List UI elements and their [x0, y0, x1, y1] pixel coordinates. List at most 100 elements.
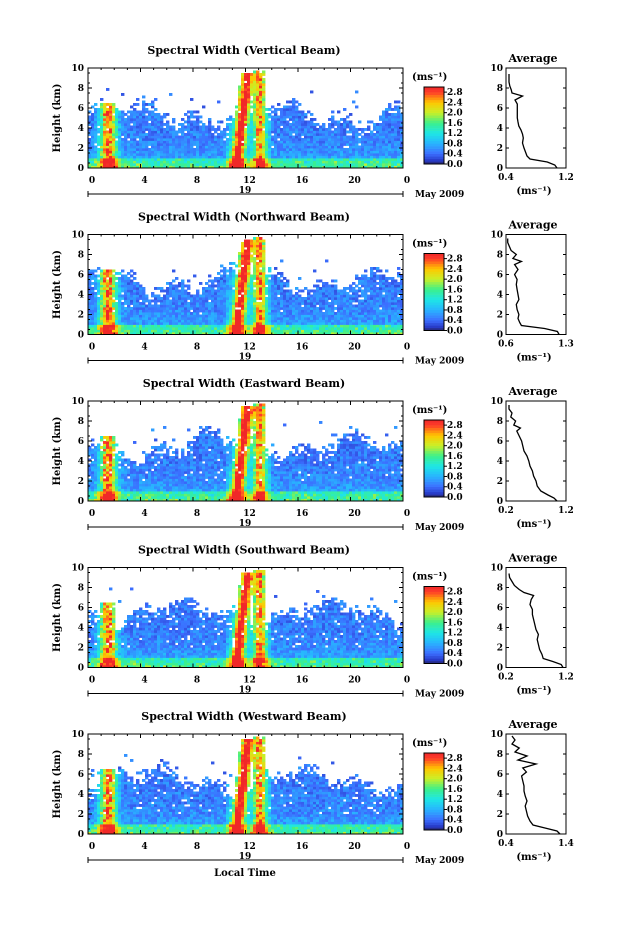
heatmap-cell [196, 130, 200, 134]
heatmap-cell [331, 125, 335, 129]
heatmap-cell [292, 108, 296, 111]
heatmap-cell [373, 294, 377, 298]
heatmap-cell [124, 123, 128, 126]
heatmap-cell [289, 110, 293, 114]
heatmap-cell [379, 299, 383, 303]
heatmap-cell [271, 118, 275, 121]
heatmap-cell [388, 118, 392, 121]
heatmap-cell [256, 73, 260, 76]
heatmap-cell [178, 128, 182, 131]
heatmap-cell [115, 120, 119, 124]
heatmap-cell [88, 130, 92, 134]
heatmap-cell [223, 294, 227, 298]
heatmap-cell [94, 332, 98, 335]
heatmap-cell [151, 150, 155, 154]
heatmap-cell [190, 148, 194, 151]
heatmap-cell [340, 153, 344, 156]
heatmap-cell [289, 292, 293, 295]
heatmap-cell [250, 242, 254, 245]
heatmap-cell [175, 140, 179, 144]
heatmap-cell [247, 138, 251, 141]
heatmap-cell [280, 317, 284, 320]
heatmap-cell [250, 329, 254, 333]
heatmap-cell [250, 304, 254, 308]
heatmap-cell [157, 135, 161, 139]
heatmap-cell [340, 312, 344, 315]
heatmap-cell [154, 294, 158, 298]
heatmap-cell [265, 150, 269, 154]
heatmap-cell [316, 284, 320, 288]
heatmap-cell [148, 118, 152, 121]
heatmap-cell [391, 307, 395, 310]
heatmap-cell [196, 125, 200, 129]
heatmap-cell [103, 289, 107, 293]
heatmap-cell [109, 118, 113, 121]
heatmap-cell [94, 165, 98, 169]
heatmap-cell [145, 110, 149, 114]
heatmap-cell [223, 284, 227, 288]
heatmap-cell [157, 287, 161, 290]
heatmap-cell [148, 324, 152, 328]
heatmap-cell [211, 160, 215, 164]
heatmap-cell [349, 113, 353, 116]
heatmap-cell [205, 307, 209, 310]
heatmap-cell [319, 317, 323, 320]
heatmap-cell [316, 324, 320, 328]
heatmap-cell [337, 145, 341, 149]
heatmap-cell [394, 327, 398, 330]
heatmap-cell [268, 120, 272, 124]
heatmap-cell [274, 155, 278, 159]
heatmap-cell [190, 327, 194, 330]
heatmap-cell [136, 113, 140, 116]
heatmap-cell [289, 115, 293, 119]
heatmap-cell [244, 138, 248, 141]
heatmap-cell [343, 108, 347, 111]
heatmap-cell [154, 113, 158, 116]
heatmap-cell [175, 145, 179, 149]
heatmap-cell [145, 103, 149, 106]
heatmap-cell [91, 327, 95, 330]
heatmap-cell [388, 115, 392, 119]
heatmap-cell [346, 312, 350, 315]
heatmap-cell [136, 294, 140, 298]
heatmap-cell [295, 100, 299, 104]
heatmap-cell [148, 155, 152, 159]
heatmap-cell [217, 294, 221, 298]
heatmap-cell [379, 329, 383, 333]
heatmap-cell [91, 302, 95, 305]
heatmap-cell [265, 302, 269, 305]
heatmap-cell [238, 120, 242, 124]
heatmap-cell [169, 155, 173, 159]
heatmap-cell [178, 155, 182, 159]
heatmap-cell [292, 302, 296, 305]
heatmap-cell [286, 294, 290, 298]
heatmap-cell [223, 145, 227, 149]
heatmap-cell [349, 138, 353, 141]
heatmap-cell [100, 297, 104, 300]
heatmap-cell [109, 292, 113, 295]
heatmap-cell [352, 145, 356, 149]
heatmap-cell [115, 123, 119, 126]
heatmap-cell [247, 267, 251, 270]
heatmap-cell [394, 299, 398, 303]
heatmap-cell [370, 143, 374, 146]
heatmap-cell [238, 113, 242, 116]
heatmap-cell [235, 150, 239, 154]
heatmap-cell [100, 277, 104, 280]
heatmap-cell [136, 314, 140, 318]
heatmap-cell [115, 304, 119, 308]
heatmap-cell [256, 317, 260, 320]
heatmap-cell [184, 299, 188, 303]
heatmap-cell [370, 292, 374, 295]
heatmap-cell [343, 329, 347, 333]
heatmap-cell [238, 264, 242, 268]
heatmap-cell [181, 158, 185, 161]
heatmap-cell [94, 284, 98, 288]
heatmap-cell [232, 289, 236, 293]
heatmap-cell [346, 135, 350, 139]
heatmap-cell [253, 150, 257, 154]
heatmap-cell [172, 155, 176, 159]
heatmap-cell [241, 83, 245, 86]
heatmap-cell [223, 163, 227, 166]
heatmap-cell [136, 297, 140, 300]
